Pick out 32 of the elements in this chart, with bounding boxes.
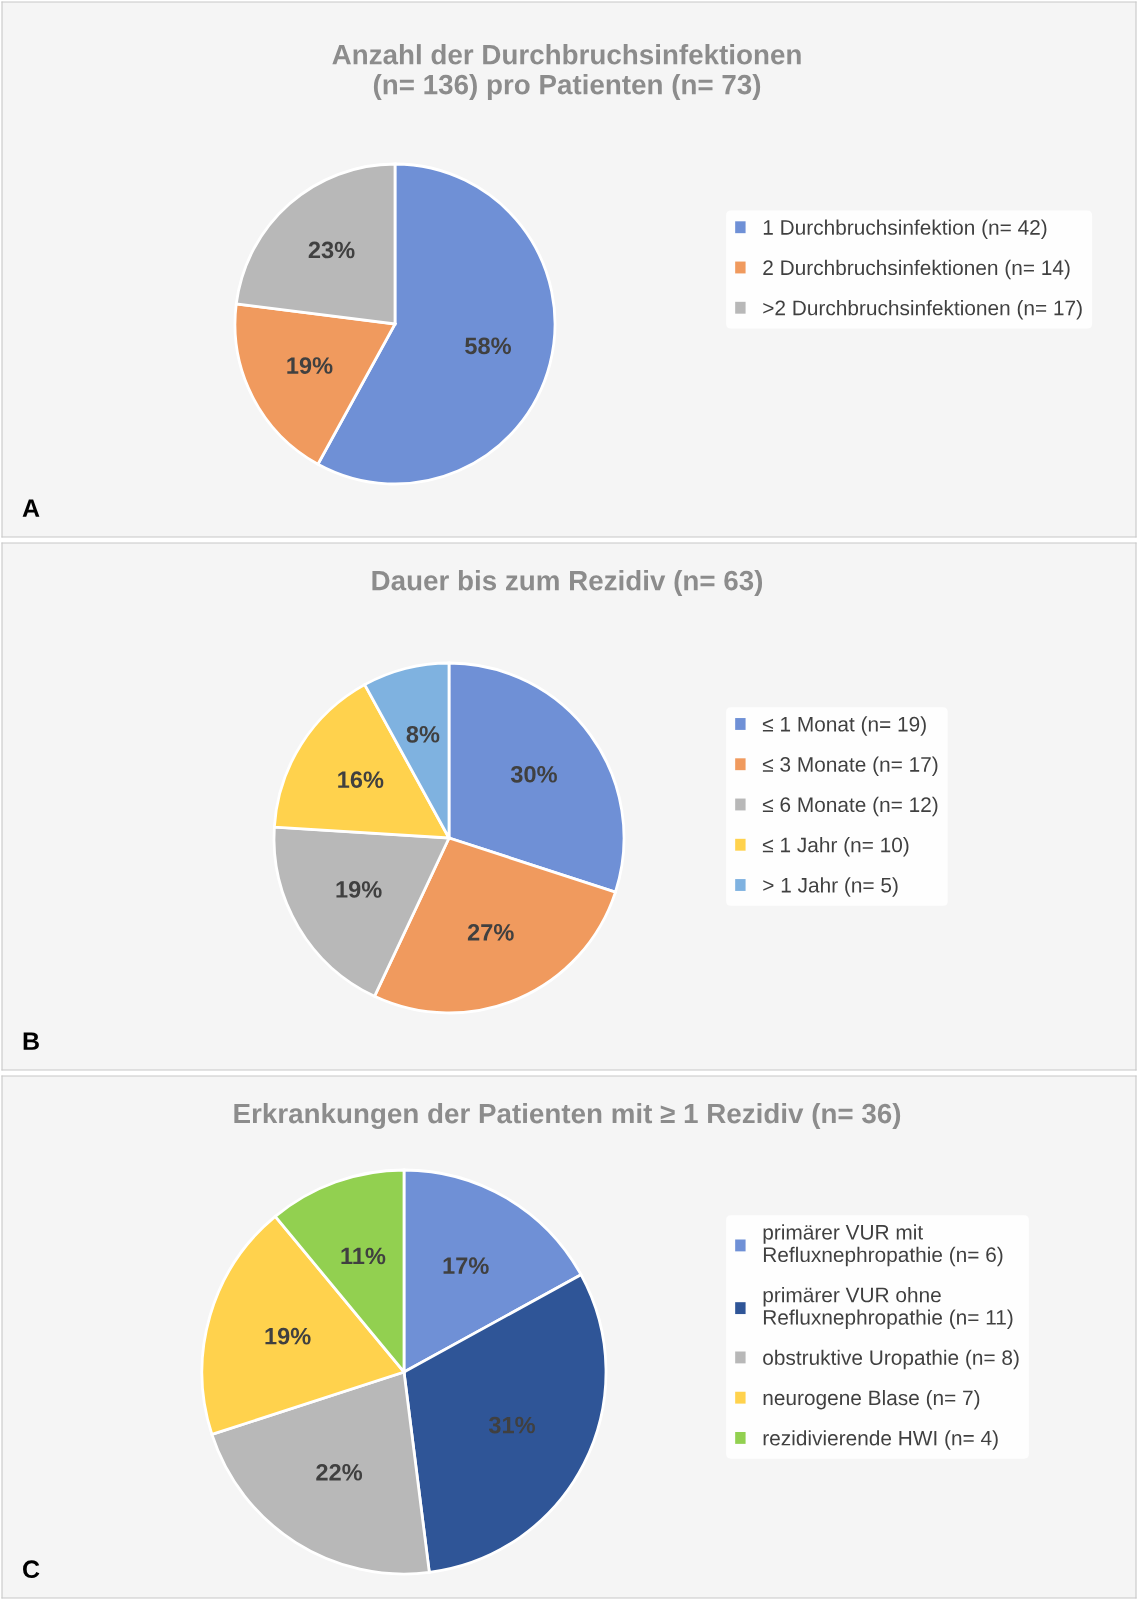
data-label: 30% bbox=[510, 765, 557, 783]
legend-label: ≤ 1 Monat (n= 19) bbox=[762, 716, 926, 736]
data-label: 19% bbox=[265, 1327, 311, 1345]
data-label: 58% bbox=[465, 337, 511, 355]
data-label: 16% bbox=[338, 771, 384, 789]
text: B bbox=[23, 1032, 39, 1050]
chart-title: Erkrankungen der Patienten mit ≥ 1 Rezidiv (n= 36) bbox=[234, 1102, 901, 1130]
data-label: 19% bbox=[336, 881, 382, 898]
data-label: 11% bbox=[341, 1247, 386, 1265]
legend-label: rezidivierende HWI (n= 4) bbox=[763, 1430, 998, 1450]
chart-title: Dauer bis zum Rezidiv (n= 63) bbox=[372, 570, 763, 596]
data-label: 23% bbox=[308, 241, 355, 259]
legend-label: ≤ 3 Monate (n= 17) bbox=[762, 756, 938, 776]
data-label: 31% bbox=[488, 1416, 535, 1434]
data-label: 8% bbox=[406, 725, 440, 743]
legend-label: primärer VUR mit Refluxnephropathie (n= 6) bbox=[763, 1224, 1003, 1267]
legend-label: ≤ 1 Jahr (n= 10) bbox=[762, 837, 909, 857]
data-label: 27% bbox=[467, 923, 514, 941]
legend-label: neurogene Blase (n= 7) bbox=[763, 1389, 980, 1410]
legend-label: 2 Durchbruchsinfektionen (n= 14) bbox=[763, 259, 1070, 280]
data-label: 19% bbox=[287, 357, 333, 374]
legend-label: > 1 Jahr (n= 5) bbox=[763, 877, 898, 897]
chart-title: Anzahl der Durchbruchsinfektionen (n= 136) pro Patienten (n= 73) bbox=[332, 44, 801, 100]
legend-label: primärer VUR ohne Refluxnephropathie (n= 11) bbox=[763, 1287, 1013, 1329]
text: A bbox=[22, 499, 40, 517]
text: C bbox=[23, 1560, 40, 1579]
legend-label: >2 Durchbruchsinfektionen (n= 17) bbox=[763, 300, 1082, 320]
data-label: 17% bbox=[443, 1257, 489, 1274]
data-label: 22% bbox=[316, 1463, 363, 1481]
legend-label: ≤ 6 Monate (n= 12) bbox=[762, 796, 938, 817]
legend-label: obstruktive Uropathie (n= 8) bbox=[763, 1349, 1019, 1370]
legend-label: 1 Durchbruchsinfektion (n= 42) bbox=[763, 219, 1047, 239]
